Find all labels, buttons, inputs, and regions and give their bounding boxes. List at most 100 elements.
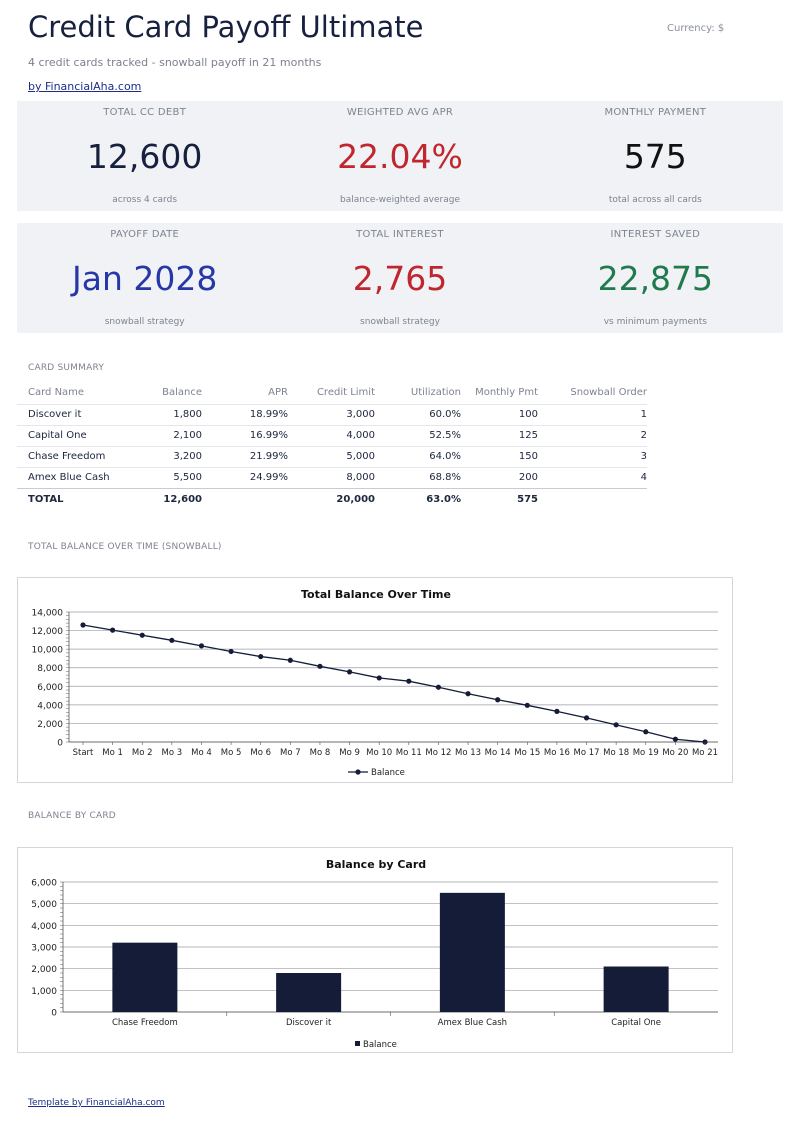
- cell-card-name: Chase Freedom: [17, 445, 127, 467]
- page-subtitle: 4 credit cards tracked - snowball payoff…: [28, 56, 322, 69]
- byline-link[interactable]: by FinancialAha.com: [28, 80, 142, 93]
- x-tick-label: Start: [73, 748, 94, 758]
- y-tick-label: 6,000: [37, 683, 63, 693]
- data-point: [672, 736, 678, 742]
- cell-balance: 5,500: [127, 466, 202, 488]
- cell-apr: 16.99%: [202, 424, 288, 446]
- data-point: [198, 643, 205, 649]
- y-tick-label: 4,000: [31, 922, 57, 932]
- x-tick-label: Mo 5: [221, 748, 242, 758]
- x-tick-label: Mo 10: [366, 748, 392, 758]
- data-point: [583, 715, 590, 721]
- bar-discover-it: [276, 973, 342, 1012]
- card-summary-table: Card Name Balance APR Credit Limit Utili…: [17, 382, 647, 510]
- cell-credit-limit: 8,000: [288, 466, 375, 488]
- bar-chart-heading: BALANCE BY CARD: [28, 811, 116, 821]
- kpi-sub: total across all cards: [608, 195, 702, 205]
- kpi-label: WEIGHTED AVG APR: [346, 107, 454, 118]
- kpi-total-interest: TOTAL INTEREST 2,765 snowball strategy: [272, 223, 527, 333]
- y-tick-label: 4,000: [37, 701, 63, 711]
- cell-apr: 24.99%: [202, 466, 288, 488]
- kpi-label: INTEREST SAVED: [610, 229, 701, 240]
- kpi-total-cc-debt: TOTAL CC DEBT 12,600 across 4 cards: [17, 101, 272, 211]
- x-tick-label: Mo 13: [455, 748, 481, 758]
- column-header: Utilization: [410, 387, 461, 399]
- x-tick-label: Mo 3: [162, 748, 183, 758]
- line-chart-panel: Total Balance Over Time 0 2,000 4,000 6,000 8…: [17, 577, 733, 783]
- kpi-value: 12,600: [86, 137, 203, 176]
- series-line-balance: [82, 624, 706, 743]
- x-tick-label: Mo 17: [573, 748, 599, 758]
- kpi-weighted-avg-apr: WEIGHTED AVG APR 22.04% balance-weighted…: [272, 101, 527, 211]
- y-tick-label: 8,000: [37, 664, 63, 674]
- data-point: [465, 691, 471, 697]
- footer-link[interactable]: Template by FinancialAha.com: [28, 1098, 165, 1108]
- x-tick-label: Mo 2: [132, 748, 153, 758]
- page-title: Credit Card Payoff Ultimate: [28, 10, 424, 44]
- data-point: [169, 637, 175, 643]
- y-tick-label: 0: [51, 1009, 57, 1019]
- cell-total-snowball-order: [538, 487, 647, 510]
- cell-card-name: Discover it: [17, 403, 127, 425]
- data-point: [554, 708, 560, 714]
- cell-snowball-order: 1: [538, 403, 647, 425]
- y-tick-label: 2,000: [37, 720, 63, 730]
- cell-snowball-order: 3: [538, 445, 647, 467]
- cell-monthly-pmt: 150: [461, 445, 538, 467]
- cell-snowball-order: 4: [538, 466, 647, 488]
- kpi-sub: vs minimum payments: [603, 317, 707, 327]
- x-tick-label: Mo 9: [339, 748, 360, 758]
- cell-utilization: 68.8%: [375, 466, 461, 488]
- data-point: [110, 627, 116, 633]
- y-tick-label: 14,000: [32, 609, 64, 619]
- currency-label: Currency: $: [667, 23, 725, 34]
- y-tick-label: 10,000: [32, 646, 64, 656]
- line-chart: Total Balance Over Time 0 2,000 4,000 6,000 8…: [32, 588, 719, 778]
- kpi-payoff-date: PAYOFF DATE Jan 2028 snowball strategy: [17, 223, 272, 333]
- legend-marker: [355, 769, 361, 775]
- kpi-label: PAYOFF DATE: [110, 229, 180, 240]
- column-header: Credit Limit: [316, 387, 375, 399]
- y-tick-label: 5,000: [31, 900, 57, 910]
- kpi-value: 22.04%: [337, 137, 463, 176]
- data-point: [228, 648, 234, 655]
- cell-total-utilization: 63.0%: [375, 487, 461, 510]
- data-point: [376, 675, 382, 681]
- cell-credit-limit: 3,000: [288, 403, 375, 425]
- y-tick-label: 12,000: [32, 627, 64, 637]
- data-point: [80, 622, 86, 628]
- bar-amex-blue-cash: [439, 892, 505, 1012]
- cell-card-name: Amex Blue Cash: [17, 466, 127, 488]
- data-point: [613, 722, 619, 728]
- kpi-value: 22,875: [597, 259, 714, 298]
- x-tick-label: Mo 20: [662, 748, 688, 758]
- cell-balance: 3,200: [127, 445, 202, 467]
- kpi-label: TOTAL INTEREST: [356, 229, 444, 240]
- kpi-sub: snowball strategy: [104, 317, 185, 327]
- column-header: APR: [268, 387, 288, 399]
- cell-credit-limit: 5,000: [288, 445, 375, 467]
- kpi-interest-saved: INTEREST SAVED 22,875 vs minimum payment…: [528, 223, 783, 333]
- line-chart-heading: TOTAL BALANCE OVER TIME (SNOWBALL): [28, 542, 222, 552]
- table-row: Discover it 1,800 18.99% 3,000 60.0% 100…: [17, 403, 647, 425]
- y-tick-label: 3,000: [31, 944, 57, 954]
- data-point: [139, 632, 145, 638]
- x-tick-label: Chase Freedom: [112, 1018, 178, 1028]
- cell-snowball-order: 2: [538, 424, 647, 446]
- cell-card-name: Capital One: [17, 424, 127, 446]
- table-row: Chase Freedom 3,200 21.99% 5,000 64.0% 1…: [17, 445, 647, 467]
- data-point: [287, 657, 293, 663]
- x-tick-label: Discover it: [286, 1018, 332, 1028]
- cell-monthly-pmt: 100: [461, 403, 538, 425]
- cell-monthly-pmt: 125: [461, 424, 538, 446]
- cell-monthly-pmt: 200: [461, 466, 538, 488]
- cell-total-monthly-pmt: 575: [461, 487, 538, 510]
- legend-label: Balance: [371, 768, 405, 778]
- y-tick-label: 2,000: [31, 965, 57, 975]
- data-point: [317, 663, 323, 669]
- cell-balance: 2,100: [127, 424, 202, 446]
- table-row: Capital One 2,100 16.99% 4,000 52.5% 125…: [17, 424, 647, 446]
- data-point: [435, 684, 442, 690]
- y-tick-label: 1,000: [31, 987, 57, 997]
- data-point: [495, 697, 501, 703]
